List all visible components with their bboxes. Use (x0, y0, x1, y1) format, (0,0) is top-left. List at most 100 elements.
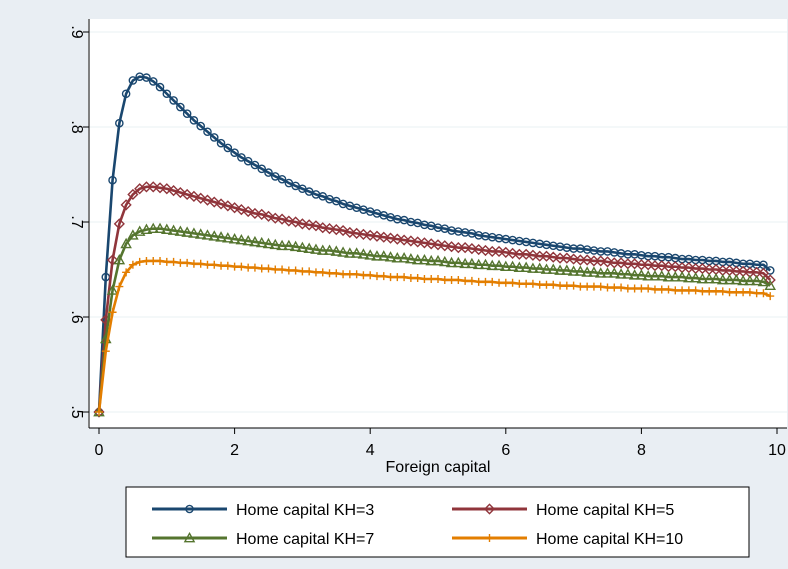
data-point (277, 174, 287, 184)
data-point (223, 143, 233, 153)
data-point (384, 232, 397, 244)
data-point (249, 235, 261, 247)
data-point (466, 243, 478, 255)
x-tick-label: 8 (637, 442, 646, 459)
data-point (574, 265, 587, 276)
data-point (344, 247, 356, 258)
data-point (108, 175, 117, 185)
data-point (764, 279, 777, 291)
data-point (479, 244, 492, 257)
data-point (486, 259, 499, 271)
data-point (628, 269, 641, 280)
data-point (554, 264, 566, 275)
data-point (235, 204, 247, 216)
data-point (479, 258, 492, 270)
data-point (371, 250, 383, 261)
data-point (725, 288, 734, 297)
data-point (527, 249, 539, 261)
data-point (106, 284, 119, 295)
data-point (113, 253, 126, 265)
data-point (122, 268, 131, 277)
legend-box (125, 486, 750, 558)
data-point (339, 270, 348, 279)
data-point (445, 241, 458, 253)
data-point (176, 102, 185, 112)
data-point (379, 272, 388, 281)
data-point (121, 89, 131, 99)
data-point (229, 202, 241, 214)
data-point (703, 272, 715, 284)
data-point (696, 272, 709, 284)
data-point (359, 271, 368, 280)
data-point (669, 271, 682, 282)
x-tick-label: 0 (95, 442, 104, 459)
data-point (474, 277, 483, 286)
data-point (650, 285, 659, 294)
data-point (305, 267, 314, 276)
data-point (310, 220, 322, 232)
data-point (101, 347, 110, 356)
data-point (440, 275, 449, 284)
data-point (203, 127, 212, 137)
data-point (283, 215, 295, 227)
data-point (215, 198, 227, 210)
data-point (556, 281, 565, 290)
data-point (623, 284, 632, 293)
data-point (425, 254, 438, 266)
data-point (142, 256, 151, 265)
data-point (432, 239, 444, 251)
legend: Home capital KH=3 Home capital KH=5 Home c… (125, 486, 750, 558)
data-point (149, 256, 158, 265)
data-point (617, 283, 626, 292)
data-point (644, 284, 653, 293)
data-point (183, 258, 192, 267)
data-point (127, 188, 139, 201)
data-point (201, 194, 214, 206)
data-point (561, 252, 573, 264)
data-point (447, 275, 456, 284)
data-point (508, 278, 517, 287)
data-point (533, 262, 546, 273)
data-point (711, 287, 720, 296)
data-point (330, 224, 342, 236)
data-point (637, 284, 646, 293)
data-point (269, 238, 282, 250)
data-point (649, 270, 661, 281)
data-point (569, 281, 578, 290)
data-point (128, 260, 137, 269)
data-point (418, 253, 431, 265)
data-point (318, 268, 327, 277)
data-point (615, 257, 627, 269)
data-point (671, 286, 680, 295)
data-point (271, 265, 280, 274)
data-point (120, 237, 132, 249)
data-point (372, 272, 381, 281)
data-point (208, 230, 221, 241)
data-point (290, 216, 302, 228)
series-plus (95, 256, 775, 416)
data-point (217, 261, 226, 270)
data-point (243, 156, 253, 166)
legend-label: Home capital KH=5 (536, 502, 674, 519)
data-point (378, 231, 390, 243)
data-point (167, 224, 180, 235)
data-point (242, 234, 254, 246)
data-point (357, 248, 370, 259)
data-point (737, 274, 749, 286)
data-point (391, 252, 404, 263)
data-point (461, 276, 470, 285)
gridlines (89, 31, 787, 413)
data-point (189, 116, 199, 125)
legend-entry: Home capital KH=5 (452, 502, 674, 519)
data-point (181, 226, 193, 237)
data-point (337, 224, 349, 237)
data-point (250, 263, 259, 272)
legend-label: Home capital KH=10 (536, 531, 683, 548)
data-point (230, 262, 239, 271)
data-point (196, 259, 205, 268)
data-point (766, 292, 775, 301)
data-point (257, 264, 266, 273)
data-point (93, 406, 105, 418)
data-point (473, 243, 485, 256)
